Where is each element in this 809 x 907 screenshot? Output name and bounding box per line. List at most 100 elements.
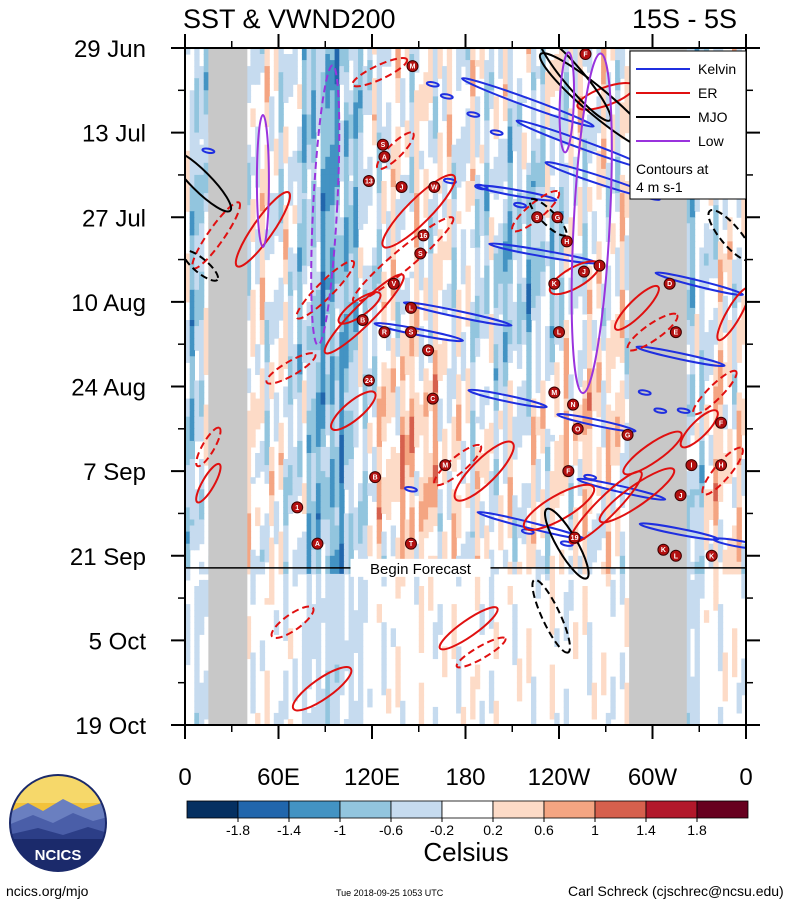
sst-cell bbox=[348, 54, 354, 61]
sst-cell bbox=[591, 247, 597, 255]
sst-cell bbox=[245, 156, 252, 164]
sst-cell bbox=[418, 150, 425, 158]
sst-cell bbox=[325, 54, 331, 61]
sst-cell bbox=[493, 332, 499, 339]
sst-cell bbox=[591, 398, 597, 406]
sst-cell bbox=[479, 217, 485, 224]
sst-cell bbox=[283, 241, 289, 248]
sst-cell bbox=[404, 283, 410, 291]
sst-cell bbox=[283, 126, 289, 134]
sst-cell bbox=[283, 90, 289, 97]
sst-cell bbox=[703, 332, 710, 339]
sst-cell bbox=[348, 144, 354, 152]
sst-cell bbox=[699, 253, 705, 261]
sst-cell bbox=[269, 114, 275, 122]
sst-cell bbox=[479, 150, 485, 158]
sst-cell bbox=[549, 235, 555, 242]
sst-cell bbox=[269, 386, 275, 394]
sst-cell bbox=[736, 277, 742, 285]
sst-cell bbox=[432, 126, 439, 134]
sst-cell bbox=[292, 283, 298, 291]
sst-cell bbox=[306, 229, 312, 236]
sst-cell bbox=[409, 338, 415, 345]
sst-cell bbox=[259, 60, 266, 67]
sst-cell bbox=[297, 138, 303, 146]
sst-cell bbox=[442, 338, 448, 345]
sst-cell bbox=[587, 368, 593, 375]
sst-cell bbox=[507, 102, 513, 109]
sst-cell bbox=[624, 126, 630, 134]
sst-cell bbox=[329, 156, 336, 164]
sst-cell bbox=[264, 350, 270, 357]
sst-cell bbox=[311, 223, 317, 230]
sst-cell bbox=[498, 144, 504, 152]
sst-cell bbox=[390, 253, 396, 261]
sst-cell bbox=[610, 54, 616, 61]
sst-cell bbox=[311, 338, 317, 345]
sst-cell bbox=[311, 102, 317, 109]
sst-cell bbox=[456, 156, 462, 164]
sst-cell bbox=[376, 114, 382, 122]
sst-cell bbox=[395, 307, 401, 315]
sst-cell bbox=[474, 265, 481, 273]
sst-cell bbox=[245, 193, 252, 200]
sst-cell bbox=[315, 362, 322, 369]
sst-cell bbox=[559, 174, 565, 182]
sst-cell bbox=[484, 96, 490, 103]
sst-cell bbox=[577, 60, 583, 67]
sst-cell bbox=[320, 332, 326, 339]
sst-cell bbox=[577, 205, 583, 212]
sst-cell bbox=[531, 259, 537, 267]
sst-cell bbox=[390, 223, 396, 230]
sst-cell bbox=[339, 289, 345, 297]
sst-cell bbox=[559, 253, 565, 261]
sst-cell bbox=[531, 277, 537, 285]
sst-cell bbox=[722, 295, 728, 303]
sst-cell bbox=[699, 247, 705, 255]
sst-cell bbox=[306, 301, 312, 309]
sst-cell bbox=[484, 156, 490, 164]
sst-cell bbox=[283, 78, 289, 85]
sst-cell bbox=[549, 301, 555, 309]
sst-cell bbox=[727, 223, 733, 230]
sst-cell bbox=[559, 307, 565, 315]
sst-cell bbox=[451, 320, 457, 327]
sst-cell bbox=[465, 126, 471, 134]
sst-cell bbox=[414, 229, 420, 236]
sst-cell bbox=[353, 217, 359, 224]
sst-cell bbox=[624, 84, 630, 91]
sst-cell bbox=[591, 235, 597, 242]
sst-cell bbox=[694, 338, 700, 345]
sst-cell bbox=[343, 96, 350, 103]
sst-cell bbox=[689, 350, 696, 357]
sst-cell bbox=[297, 211, 303, 218]
sst-cell bbox=[428, 265, 434, 273]
sst-cell bbox=[301, 277, 308, 285]
sst-cell bbox=[278, 235, 284, 242]
sst-cell bbox=[713, 307, 719, 315]
sst-cell bbox=[343, 162, 350, 170]
sst-cell bbox=[297, 217, 303, 224]
sst-cell bbox=[568, 229, 574, 236]
sst-cell bbox=[185, 174, 191, 182]
sst-cell bbox=[264, 314, 270, 321]
sst-cell bbox=[437, 241, 443, 248]
sst-cell bbox=[535, 193, 541, 200]
sst-cell bbox=[507, 72, 513, 79]
sst-cell bbox=[203, 132, 209, 140]
sst-cell bbox=[250, 162, 256, 170]
sst-cell bbox=[502, 314, 509, 321]
sst-cell bbox=[717, 344, 724, 351]
sst-cell bbox=[685, 338, 691, 345]
sst-cell bbox=[353, 150, 359, 158]
sst-cell bbox=[484, 168, 490, 176]
sst-cell bbox=[446, 235, 453, 242]
sst-cell bbox=[470, 241, 476, 248]
sst-cell bbox=[301, 108, 308, 115]
sst-cell bbox=[414, 314, 420, 321]
sst-cell bbox=[713, 338, 719, 345]
sst-cell bbox=[689, 241, 696, 248]
sst-cell bbox=[185, 271, 191, 279]
sst-cell bbox=[437, 356, 443, 363]
sst-cell bbox=[484, 102, 490, 109]
